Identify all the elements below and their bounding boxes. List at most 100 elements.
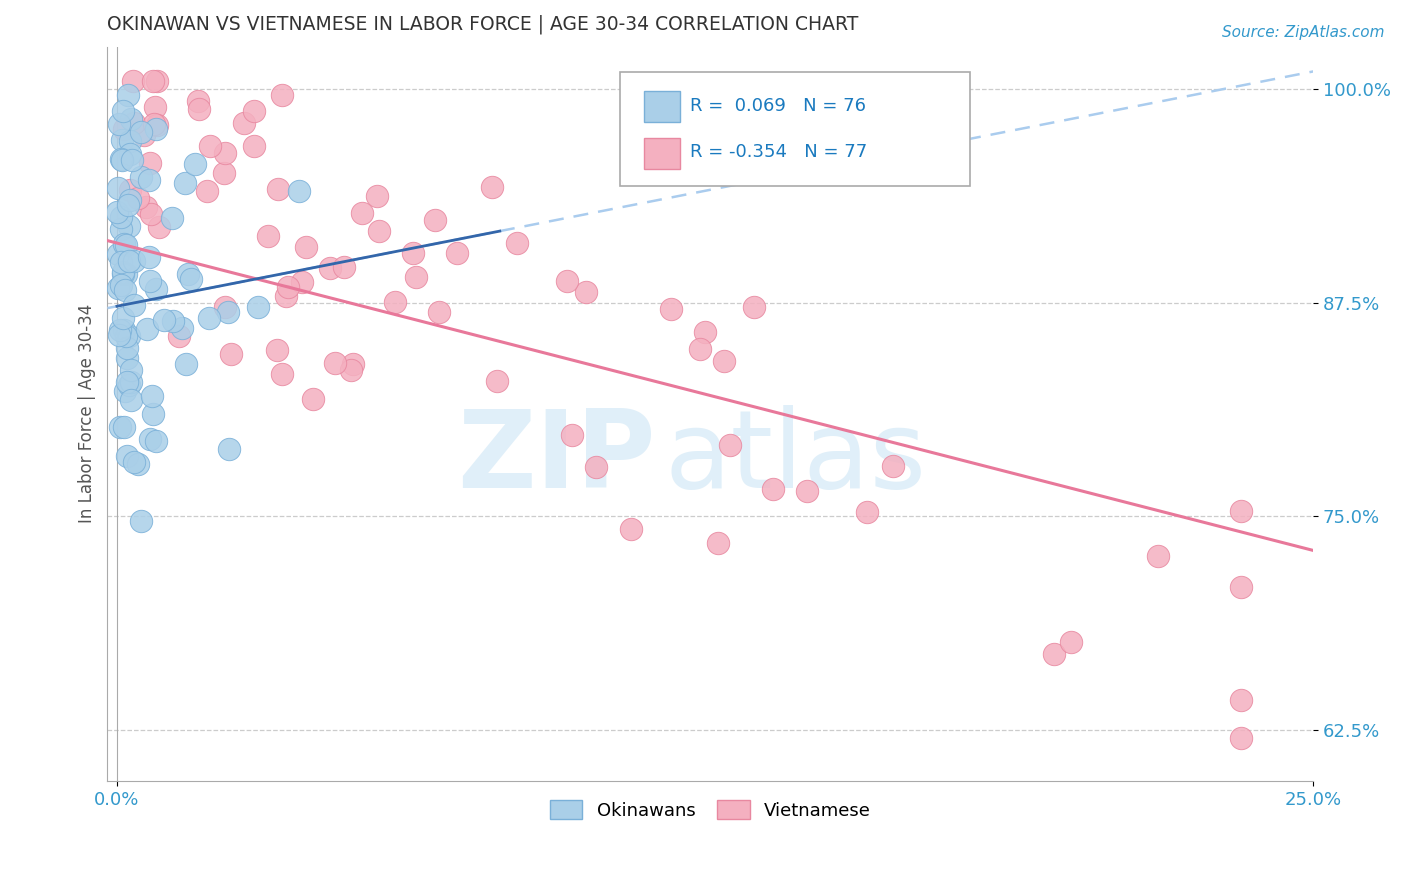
Point xyxy=(856,505,879,519)
Point xyxy=(882,459,904,474)
Point xyxy=(115,341,138,355)
Point xyxy=(180,272,202,286)
Point xyxy=(294,240,316,254)
Point xyxy=(124,116,146,130)
Point xyxy=(118,219,141,234)
FancyBboxPatch shape xyxy=(620,72,970,186)
Point xyxy=(1230,731,1253,746)
Point xyxy=(122,254,145,268)
Point xyxy=(177,268,200,282)
Point xyxy=(718,438,741,452)
Point xyxy=(575,285,598,299)
Point xyxy=(384,295,406,310)
Point xyxy=(184,156,207,170)
Point xyxy=(695,325,717,339)
Point xyxy=(217,305,239,319)
Text: Source: ZipAtlas.com: Source: ZipAtlas.com xyxy=(1222,25,1385,40)
Point xyxy=(110,153,132,167)
Point xyxy=(145,434,167,449)
Point xyxy=(120,363,142,377)
Point xyxy=(114,323,136,337)
Point xyxy=(659,302,682,317)
Point xyxy=(557,274,579,288)
Point xyxy=(122,74,145,88)
Point xyxy=(107,247,129,261)
Point xyxy=(188,102,211,116)
Point xyxy=(481,180,503,194)
Point xyxy=(198,139,221,153)
Point xyxy=(105,205,128,219)
Point xyxy=(170,321,193,335)
Point xyxy=(446,246,468,260)
Point xyxy=(118,253,141,268)
Point xyxy=(340,363,363,377)
Point xyxy=(148,219,170,234)
Point xyxy=(427,305,450,319)
Point xyxy=(219,346,242,360)
Point xyxy=(243,104,266,119)
Point xyxy=(762,482,785,496)
Point xyxy=(214,166,236,180)
Point xyxy=(118,194,141,208)
Point xyxy=(141,389,163,403)
Point xyxy=(187,94,209,108)
Point xyxy=(1230,693,1253,707)
Point xyxy=(744,301,766,315)
Point xyxy=(195,184,218,198)
Point xyxy=(1230,503,1253,517)
Point xyxy=(112,103,135,118)
Point xyxy=(174,357,197,371)
Point xyxy=(118,329,141,343)
Point xyxy=(274,289,297,303)
Point xyxy=(138,274,160,288)
Bar xyxy=(644,138,681,169)
Point xyxy=(402,246,425,260)
Point xyxy=(118,377,141,392)
Point xyxy=(796,483,818,498)
Point xyxy=(247,300,270,314)
Point xyxy=(368,224,391,238)
Point xyxy=(117,88,139,103)
Point xyxy=(266,181,288,195)
Point xyxy=(129,514,152,528)
Point xyxy=(218,442,240,456)
Text: OKINAWAN VS VIETNAMESE IN LABOR FORCE | AGE 30-34 CORRELATION CHART: OKINAWAN VS VIETNAMESE IN LABOR FORCE | … xyxy=(107,15,859,35)
Point xyxy=(111,265,134,279)
Point xyxy=(127,190,149,204)
Point xyxy=(232,116,254,130)
Point xyxy=(288,184,311,198)
Bar xyxy=(644,92,681,122)
Point xyxy=(110,210,132,224)
Point xyxy=(142,74,165,88)
Point xyxy=(561,428,583,442)
Point xyxy=(120,112,142,127)
Point xyxy=(366,189,388,203)
Point xyxy=(115,351,138,365)
Point xyxy=(160,211,183,225)
Point xyxy=(145,121,167,136)
Point xyxy=(135,201,157,215)
Point xyxy=(143,100,166,114)
Point xyxy=(108,328,131,343)
Point xyxy=(271,87,294,102)
Point xyxy=(114,384,136,398)
Point xyxy=(405,270,427,285)
Point xyxy=(505,235,527,250)
Point xyxy=(129,125,152,139)
Point xyxy=(162,314,184,328)
Point xyxy=(120,183,142,197)
Point xyxy=(115,237,138,252)
Point xyxy=(266,343,288,357)
Point xyxy=(134,128,156,142)
Point xyxy=(136,322,159,336)
Point xyxy=(142,407,165,421)
Point xyxy=(270,367,292,381)
Point xyxy=(214,145,236,160)
Point xyxy=(124,298,146,312)
Point xyxy=(146,118,169,132)
Point xyxy=(706,536,728,550)
Point xyxy=(138,432,160,446)
Point xyxy=(333,260,356,275)
Legend: Okinawans, Vietnamese: Okinawans, Vietnamese xyxy=(543,793,879,827)
Point xyxy=(256,229,278,244)
